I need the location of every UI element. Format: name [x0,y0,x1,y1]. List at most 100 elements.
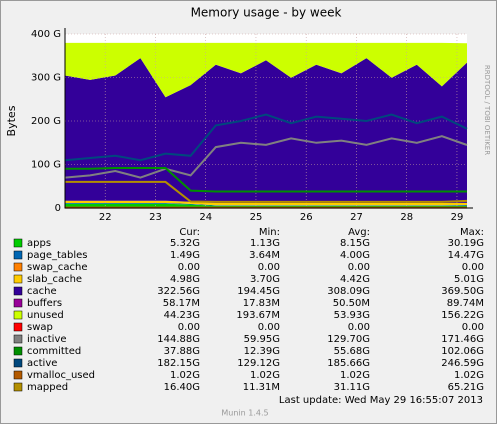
legend-label: mapped [27,382,68,393]
legend-stat: 129.12G [237,358,280,369]
legend-stat: 369.50G [441,286,484,297]
legend-stat: 12.39G [244,346,280,357]
legend-stat: 1.49G [170,250,200,261]
x-tick-label: 23 [149,212,162,223]
footer: Munin 1.4.5 [221,409,268,418]
legend-stat: 144.88G [157,334,200,345]
legend-stat: 17.83M [243,298,280,309]
y-tick-label: 0 [55,203,61,214]
legend-stat: 11.31M [243,382,280,393]
legend-stat: 0.00 [178,262,200,273]
x-tick-label: 24 [199,212,212,223]
legend-stat: 308.09G [327,286,370,297]
y-tick-label: 100 G [31,160,61,171]
legend-label: committed [27,346,81,357]
legend-stat: 0.00 [348,322,370,333]
legend-swatch [13,346,23,356]
legend-swatch [13,310,23,320]
legend-label: swap [27,322,53,333]
legend-stat: 4.00G [340,250,370,261]
y-tick-label: 400 G [31,29,61,40]
legend-stat: 171.46G [441,334,484,345]
legend-stat: 53.93G [334,310,370,321]
legend-stat: 0.00 [258,322,280,333]
legend-stat: 156.22G [441,310,484,321]
legend-stat: 1.02G [250,370,280,381]
legend-stat: 55.68G [334,346,370,357]
legend-stat: 102.06G [441,346,484,357]
legend-swatch [13,250,23,260]
legend-swatch [13,334,23,344]
legend-header: Avg: [348,227,370,238]
x-tick-label: 25 [250,212,263,223]
legend-stat: 14.47G [448,250,484,261]
legend-stat: 5.01G [454,274,484,285]
legend-swatch [13,322,23,332]
line [65,167,467,193]
legend-stat: 44.23G [164,310,200,321]
line [64,113,468,162]
legend-label: inactive [27,334,67,345]
line [65,180,468,203]
legend-label: vmalloc_used [27,370,95,381]
chart-title: Memory usage - by week [191,6,342,20]
legend-stat: 0.00 [348,262,370,273]
legend-stat: 129.70G [327,334,370,345]
x-tick-label: 27 [350,212,363,223]
legend-label: swap_cache [27,262,87,273]
legend-stat: 322.56G [157,286,200,297]
line [64,135,468,179]
legend-stat: 1.02G [170,370,200,381]
legend-swatch [13,382,23,392]
legend-stat: 185.66G [327,358,370,369]
y-axis-label: Bytes [5,105,18,136]
legend-stat: 1.13G [250,238,280,249]
legend-stat: 4.42G [340,274,370,285]
x-tick-label: 29 [451,212,464,223]
legend-stat: 0.00 [462,262,484,273]
legend-stat: 30.19G [448,238,484,249]
axes [64,28,473,209]
y-tick-label: 200 G [31,116,61,127]
area [65,58,467,203]
legend-swatch [13,274,23,284]
side-note: RRDTOOL / TOBI OETIKER [483,65,491,155]
legend-stat: 31.11G [334,382,370,393]
legend-stat: 182.15G [157,358,200,369]
legend-swatch [13,370,23,380]
legend-stat: 1.02G [454,370,484,381]
legend-stat: 0.00 [178,322,200,333]
legend-stat: 1.02G [340,370,370,381]
legend-header: Min: [259,227,280,238]
legend-stat: 3.64M [249,250,280,261]
legend-header: Max: [460,227,484,238]
area [65,42,467,98]
legend-stat: 0.00 [258,262,280,273]
legend-stat: 3.70G [250,274,280,285]
last-update: Last update: Wed May 29 16:55:07 2013 [279,395,483,406]
legend-stat: 5.32G [170,238,200,249]
legend-label: unused [27,310,64,321]
legend-swatch [13,262,23,272]
x-tick-label: 22 [99,212,112,223]
legend-label: cache [27,286,57,297]
legend-stat: 4.98G [170,274,200,285]
legend-swatch [13,298,23,308]
legend-stat: 8.15G [340,238,370,249]
legend-stat: 37.88G [164,346,200,357]
legend-stat: 246.59G [441,358,484,369]
legend-stat: 65.21G [448,382,484,393]
legend-header: Cur: [179,227,200,238]
legend-label: apps [27,238,51,249]
legend-stat: 50.50M [333,298,370,309]
legend-stat: 89.74M [447,298,484,309]
legend-label: page_tables [27,250,88,261]
legend-stat: 193.67M [236,310,280,321]
legend-swatch [13,358,23,368]
legend-stat: 58.17M [163,298,200,309]
x-tick-label: 28 [400,212,413,223]
legend-stat: 194.45G [237,286,280,297]
area [65,203,467,206]
legend-label: buffers [27,298,62,309]
